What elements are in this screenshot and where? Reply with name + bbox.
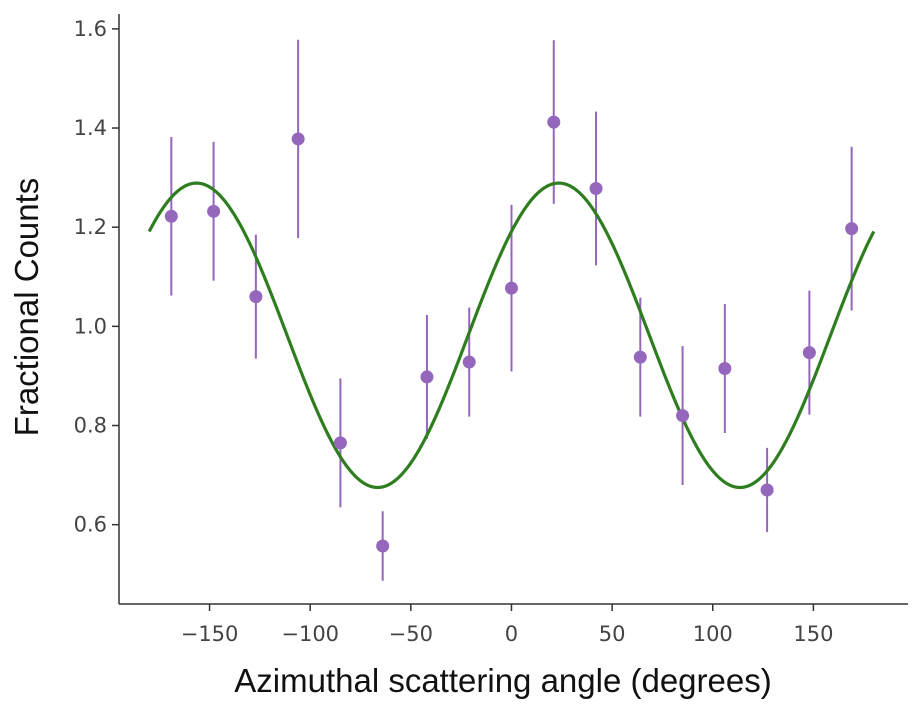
y-tick-label: 0.6 (74, 513, 107, 537)
y-tick-label: 1.0 (74, 314, 107, 338)
y-tick-label: 1.6 (74, 17, 107, 41)
x-tick-label: 0 (505, 622, 518, 646)
x-tick-label: 100 (693, 622, 733, 646)
fit-curve (147, 181, 876, 490)
data-point (164, 209, 178, 223)
data-point (760, 483, 774, 497)
x-tick-label: −50 (389, 622, 433, 646)
data-point (504, 281, 518, 295)
data-point (420, 370, 434, 384)
data-point (633, 350, 647, 364)
data-point (462, 355, 476, 369)
data-point (547, 115, 561, 129)
x-tick-label: 50 (599, 622, 626, 646)
error-bars (170, 39, 853, 581)
y-tick-label: 0.8 (74, 414, 107, 438)
data-point (291, 132, 305, 146)
data-point (589, 182, 603, 196)
data-point (376, 539, 390, 553)
x-tick-label: −150 (181, 622, 239, 646)
x-ticks: −150 −100 −50 0 50 100 150 (181, 604, 833, 646)
x-tick-label: 150 (793, 622, 833, 646)
data-point (845, 222, 859, 236)
data-points (164, 115, 859, 553)
data-point (249, 290, 263, 304)
data-point (676, 409, 690, 423)
x-tick-label: −100 (281, 622, 339, 646)
y-tick-label: 1.4 (74, 116, 107, 140)
data-point (207, 204, 221, 218)
axes (118, 14, 908, 605)
y-tick-label: 1.2 (74, 215, 107, 239)
data-point (802, 346, 816, 360)
data-point (718, 361, 732, 375)
y-ticks: 0.6 0.8 1.0 1.2 1.4 1.6 (74, 17, 119, 537)
data-point (333, 436, 347, 450)
y-axis-title: Fractional Counts (8, 178, 45, 437)
x-axis-title: Azimuthal scattering angle (degrees) (234, 662, 771, 699)
